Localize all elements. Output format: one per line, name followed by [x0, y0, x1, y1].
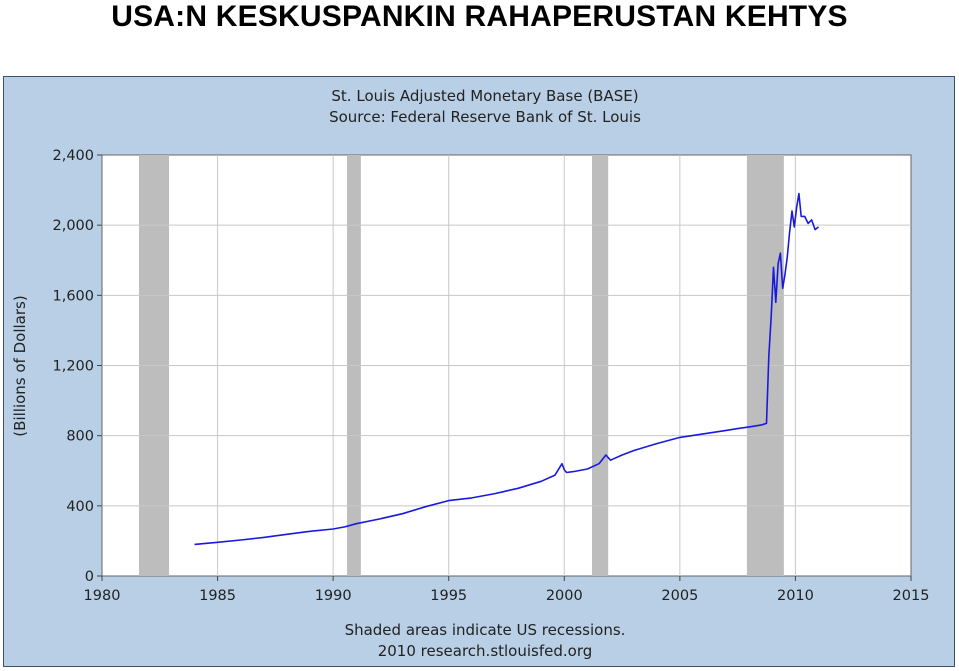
slide-title: USA:N KESKUSPANKIN RAHAPERUSTAN KEHTYS	[111, 0, 848, 33]
x-tick-label: 1990	[315, 588, 352, 604]
x-tick-label: 2005	[661, 588, 698, 604]
chart-subtitle: Source: Federal Reserve Bank of St. Loui…	[329, 108, 641, 126]
gridlines	[102, 155, 911, 576]
y-tick-label: 800	[66, 429, 94, 445]
x-tick-label: 1980	[84, 588, 121, 604]
x-tick-label: 2000	[546, 588, 583, 604]
y-tick-label: 0	[85, 569, 94, 585]
x-tick-label: 2015	[893, 588, 930, 604]
y-axis-label: (Billions of Dollars)	[11, 295, 29, 436]
y-tick-label: 2,000	[52, 218, 94, 234]
y-tick-label: 1,600	[52, 288, 94, 304]
y-tick-label: 1,200	[52, 359, 94, 375]
axis-ticks: 0 400 800 1,200 1,600 2,000 2,400 1980 1985 1990 1…	[52, 148, 929, 604]
x-tick-label: 1995	[430, 588, 467, 604]
y-tick-label: 2,400	[52, 148, 94, 164]
recession-note: Shaded areas indicate US recessions.	[345, 621, 626, 639]
x-tick-label: 1985	[199, 588, 236, 604]
chart-title: St. Louis Adjusted Monetary Base (BASE)	[331, 87, 638, 105]
y-tick-label: 400	[66, 499, 94, 515]
x-tick-label: 2010	[777, 588, 814, 604]
source-credit: 2010 research.stlouisfed.org	[378, 642, 593, 660]
series-layer	[194, 192, 819, 546]
series-line-monetary-base	[194, 192, 819, 546]
